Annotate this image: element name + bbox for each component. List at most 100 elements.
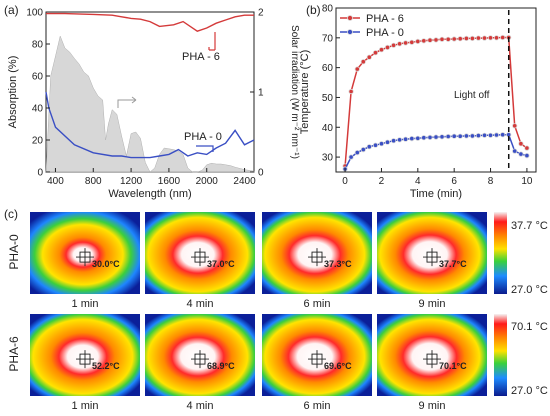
pha6-data-point xyxy=(372,50,379,56)
pha0-data-point xyxy=(500,132,506,138)
pha6-data-point xyxy=(463,35,469,42)
pha6-data-point xyxy=(433,37,439,43)
thermal-frame: 37.0°C 4 min xyxy=(145,212,255,310)
pha6-data-point xyxy=(354,66,360,72)
pha6-data-point xyxy=(409,39,415,45)
pha6-data-point xyxy=(469,35,475,42)
frame-time-label: 9 min xyxy=(419,298,446,310)
y-tick-label: 0 xyxy=(37,168,43,179)
x-tick-label: 2000 xyxy=(196,176,219,187)
pha6-data-point xyxy=(378,47,385,53)
y-tick-label: 70 xyxy=(322,33,334,44)
pha0-arrow-icon xyxy=(196,145,214,152)
panel-b-plot-frame xyxy=(335,7,537,173)
pha0-data-point xyxy=(518,151,524,157)
spot-temperature: 37.0°C xyxy=(207,259,235,269)
y-tick-label: 60 xyxy=(322,63,334,74)
pha6-data-point xyxy=(427,37,433,43)
pha0-data-point xyxy=(512,148,518,154)
panel-a-ylabel-right: Solar irradiation (W m⁻² nm⁻¹) xyxy=(289,25,300,159)
panel-b-legend: PHA - 6 PHA - 0 xyxy=(340,13,404,39)
pha6-data-point xyxy=(451,36,457,42)
pha0-data-point xyxy=(348,154,354,160)
panel-a-xlabel: Wavelength (nm) xyxy=(108,188,191,200)
pha6-arrow-head-icon xyxy=(208,47,215,51)
y-tick-label: 80 xyxy=(32,40,44,51)
thermal-frame: 68.9°C 4 min xyxy=(145,314,255,412)
y-right-tick-label: 1 xyxy=(258,88,264,99)
pha0-absorption-line xyxy=(45,91,255,159)
crosshair-icon xyxy=(76,350,94,369)
pha6-data-point xyxy=(518,141,524,147)
crosshair-icon xyxy=(423,350,441,369)
pha0-data-point xyxy=(366,144,372,150)
pha0-temperature-line xyxy=(344,133,528,170)
pha0-data-point xyxy=(360,147,366,153)
pha6-data-point xyxy=(493,35,500,41)
y-tick-label: 80 xyxy=(322,4,334,15)
pha0-data-point xyxy=(433,134,439,140)
spot-temperature: 52.2°C xyxy=(92,361,120,371)
pha0-data-point xyxy=(396,137,403,143)
spot-temperature: 30.0°C xyxy=(92,259,120,269)
pha6-data-point xyxy=(481,35,488,41)
pha0-data-point xyxy=(469,133,475,139)
legend-pha6-label: PHA - 6 xyxy=(366,13,404,25)
colorbar-pha6-min: 27.0 °C xyxy=(511,385,548,397)
panel-a-ylabel: Absorption (%) xyxy=(7,56,19,129)
pha6-data-point xyxy=(396,41,403,47)
pha6-data-point xyxy=(415,38,421,45)
panel-c-label: (c) xyxy=(4,207,18,221)
y-right-tick-label: 2 xyxy=(258,8,264,19)
pha0-data-point xyxy=(384,139,391,145)
frame-time-label: 4 min xyxy=(187,400,214,412)
thermal-frame: 70.1°C 9 min xyxy=(377,314,487,412)
solar-arrow-icon xyxy=(117,96,137,108)
pha0-data-point xyxy=(402,136,409,142)
pha6-absorption-line xyxy=(46,12,254,32)
pha6-data-point xyxy=(366,54,372,60)
y-tick-label: 20 xyxy=(32,136,44,147)
pha6-data-point xyxy=(384,44,391,51)
crosshair-icon xyxy=(423,248,441,267)
thermal-frame: 69.6°C 6 min xyxy=(262,314,372,412)
crosshair-icon xyxy=(191,350,209,369)
pha0-data-point xyxy=(378,141,385,147)
panel-b-xlabel: Time (min) xyxy=(410,188,462,200)
pha0-data-point xyxy=(463,133,469,139)
x-tick-label: 400 xyxy=(47,176,64,187)
pha6-data-point xyxy=(390,42,397,48)
legend-pha0-label: PHA - 0 xyxy=(366,27,404,39)
pha6-data-point xyxy=(348,88,354,95)
thermal-frame: 52.2°C 1 min xyxy=(30,314,140,412)
pha0-data-point xyxy=(524,153,530,159)
spot-temperature: 69.6°C xyxy=(324,361,352,371)
pha0-data-point xyxy=(427,134,433,140)
pha0-annotation: PHA - 0 xyxy=(184,131,222,143)
panel-b-ylabel: Temperature (°C) xyxy=(299,50,311,134)
thermal-frame: 30.0°C 1 min xyxy=(30,212,140,310)
panel-a-label: (a) xyxy=(4,3,19,17)
x-tick-label: 10 xyxy=(521,176,533,187)
pha6-data-point xyxy=(445,36,451,42)
frame-time-label: 1 min xyxy=(72,298,99,310)
colorbar-pha6 xyxy=(494,314,507,396)
pha0-data-point xyxy=(415,135,421,141)
y-tick-label: 50 xyxy=(322,93,334,104)
pha0-data-point xyxy=(409,136,415,142)
legend-pha6-marker xyxy=(347,15,353,21)
pha0-data-point xyxy=(439,134,445,140)
pha0-data-point xyxy=(372,142,379,148)
x-tick-label: 800 xyxy=(85,176,102,187)
pha0-data-point xyxy=(390,138,397,144)
solar-irradiation-area-path xyxy=(45,35,255,173)
crosshair-icon xyxy=(191,248,209,267)
solar-irradiation-area xyxy=(45,35,255,173)
spot-temperature: 70.1°C xyxy=(439,361,467,371)
frame-time-label: 6 min xyxy=(304,400,331,412)
y-tick-label: 30 xyxy=(322,153,334,164)
pha0-data-point xyxy=(421,135,427,141)
x-tick-label: 8 xyxy=(488,176,494,187)
